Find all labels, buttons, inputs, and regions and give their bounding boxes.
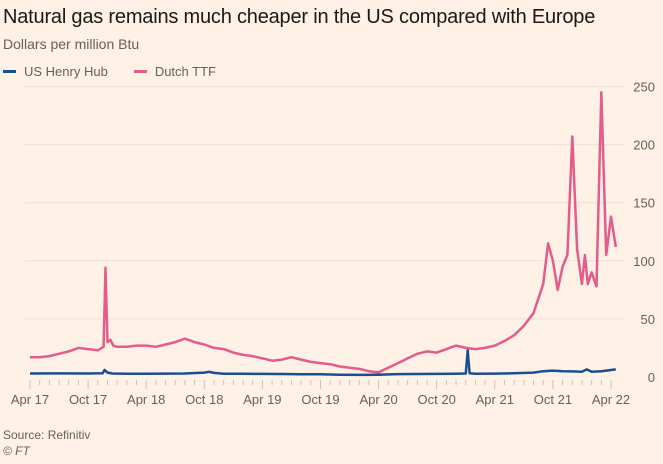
chart-subtitle: Dollars per million Btu xyxy=(3,36,140,52)
x-tick-label: Oct 21 xyxy=(534,392,572,407)
x-tick-label: Oct 17 xyxy=(69,392,107,407)
x-tick-label: Apr 22 xyxy=(592,392,630,407)
x-tick-label: Oct 18 xyxy=(185,392,223,407)
y-tick-label-200: 200 xyxy=(633,138,655,153)
x-tick-label: Apr 17 xyxy=(11,392,49,407)
legend: US Henry Hub Dutch TTF xyxy=(3,64,216,79)
legend-label-dutch-ttf: Dutch TTF xyxy=(154,64,216,79)
y-tick-label-50: 50 xyxy=(641,312,655,327)
x-tick-label: Apr 21 xyxy=(476,392,514,407)
legend-item-us-henry-hub: US Henry Hub xyxy=(3,64,108,79)
y-tick-label-100: 100 xyxy=(633,254,655,269)
legend-label-us-henry-hub: US Henry Hub xyxy=(24,64,108,79)
source-note: Source: Refinitiv xyxy=(3,428,91,442)
x-axis: Apr 17 Oct 17 Apr 18 Oct 18 Apr 19 Oct 19 Apr … xyxy=(11,380,630,407)
x-tick-label: Apr 19 xyxy=(243,392,281,407)
y-tick-label-0: 0 xyxy=(648,370,655,385)
series-line-dutch-ttf xyxy=(30,91,618,374)
y-tick-label-250: 250 xyxy=(633,80,655,95)
chart-title: Natural gas remains much cheaper in the … xyxy=(3,6,596,28)
gridlines xyxy=(25,86,625,320)
x-tick-label: Oct 20 xyxy=(418,392,456,407)
legend-swatch-dutch-ttf xyxy=(133,70,147,73)
x-tick-label: Oct 19 xyxy=(301,392,339,407)
x-tick-label: Apr 18 xyxy=(127,392,165,407)
legend-item-dutch-ttf: Dutch TTF xyxy=(133,64,216,79)
y-axis: 0 50 100 150 200 250 xyxy=(633,80,655,386)
x-tick-label: Apr 20 xyxy=(359,392,397,407)
series-line-us-henry-hub xyxy=(29,349,616,377)
legend-swatch-us-henry-hub xyxy=(3,70,16,73)
series-lines xyxy=(29,91,618,377)
y-tick-label-150: 150 xyxy=(633,196,655,211)
copyright-note: © FT xyxy=(3,444,30,458)
